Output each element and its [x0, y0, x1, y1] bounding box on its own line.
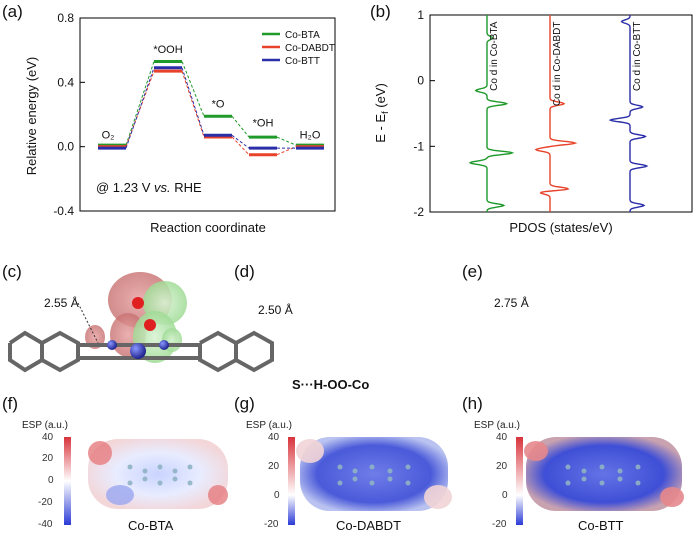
connector-line [125, 61, 155, 146]
pdos-curve [608, 15, 649, 212]
connector-line [231, 134, 250, 149]
y-tick-label: 0.8 [57, 11, 74, 25]
y-tick-label: -0.4 [53, 204, 74, 218]
n-atom [107, 340, 117, 350]
chart-a-xlabel: Reaction coordinate [150, 220, 266, 235]
esp-tick: -20 [264, 519, 279, 530]
legend-label: Co-DABDT [285, 43, 335, 54]
free-energy-chart: 0.8 0.4 0.0 -0.4 O₂ *OOH *O *OH H₂O Co-BTA Co-DA… [24, 11, 336, 235]
hbond-distance-d: 2.50 Å [258, 303, 293, 317]
esp-positive-region [208, 485, 228, 505]
esp-colorbar-h [516, 437, 523, 525]
y-tick-label: 0.4 [57, 75, 74, 89]
connector-line [181, 67, 205, 136]
esp-colorbar-f [64, 437, 71, 525]
esp-tick: 40 [42, 432, 54, 443]
chart-b-ylabel: E - Ef (eV) [373, 83, 390, 143]
esp-atom-dots [127, 464, 641, 486]
n-atom [159, 340, 169, 350]
panel-label-e: (e) [462, 262, 483, 281]
esp-caption-co-dabdt: Co-DABDT [336, 518, 402, 533]
hbond-line [77, 302, 99, 344]
esp-tick: 40 [268, 432, 280, 443]
y-tick-label: -2 [413, 205, 424, 219]
co-atom [130, 343, 146, 359]
panel-label-a: (a) [2, 2, 23, 21]
pdos-chart: 1 0 -1 -2 Co d in Co-BTA Co d in Co-DABDT Co … [373, 8, 693, 235]
panel-label-h: (h) [462, 394, 483, 413]
panel-label-g: (g) [234, 394, 255, 413]
esp-tick: 40 [496, 432, 508, 443]
pdos-series-label: Co d in Co-BTT [632, 22, 643, 91]
legend-label: Co-BTT [285, 56, 320, 67]
connector-line [276, 136, 297, 146]
esp-tick: 20 [42, 453, 54, 464]
y-tick-label: 1 [417, 8, 424, 22]
pdos-series-label: Co d in Co-DABDT [552, 22, 563, 106]
connector-line [181, 70, 205, 138]
chart-b-xlabel: PDOS (states/eV) [509, 220, 612, 235]
step-label: O₂ [102, 130, 115, 142]
chart-b-frame [429, 14, 693, 213]
esp-maps [64, 437, 684, 525]
chart-a-ylabel: Relative energy (eV) [24, 57, 39, 176]
o-atom [132, 297, 144, 309]
step-label: *O [212, 99, 225, 111]
esp-caption-co-bta: Co-BTA [128, 518, 174, 533]
hbond-annotation: S···H-OO-Co [292, 377, 370, 392]
connector-line [125, 67, 155, 149]
hbond-distance-e: 2.75 Å [494, 296, 529, 310]
esp-negative-region [106, 485, 134, 505]
esp-positive-region [424, 485, 452, 509]
esp-tick: -20 [38, 497, 53, 508]
step-label: H₂O [300, 130, 321, 142]
connector-line [231, 136, 250, 156]
esp-title-h: ESP (a.u.) [474, 420, 520, 431]
pdos-curve [534, 15, 578, 212]
y-tick-label: 0 [417, 74, 424, 88]
esp-tick: -20 [492, 519, 507, 530]
esp-positive-region [524, 441, 548, 461]
esp-tick: 0 [274, 490, 280, 501]
esp-title-g: ESP (a.u.) [246, 420, 292, 431]
panel-label-f: (f) [2, 394, 19, 413]
y-tick-label: -1 [413, 139, 424, 153]
panel-label-d: (d) [234, 262, 255, 281]
chart-a-annotation: @ 1.23 V vs. RHE [96, 180, 202, 195]
esp-surface-co-dabdt [300, 437, 448, 511]
esp-positive-region [660, 487, 684, 507]
panel-label-c: (c) [2, 262, 22, 281]
esp-tick: -40 [38, 519, 53, 530]
connector-line [181, 61, 205, 117]
step-label: *OOH [153, 44, 182, 56]
esp-positive-region [296, 439, 324, 463]
panel-label-b: (b) [370, 2, 391, 21]
y-tick-label: 0.0 [57, 140, 74, 154]
esp-title-f: ESP (a.u.) [22, 420, 68, 431]
hbond-distance-c: 2.55 Å [44, 296, 79, 310]
charge-density-figures [8, 272, 274, 373]
o-atom [144, 319, 156, 331]
pdos-curve [468, 15, 515, 212]
connector-line [231, 115, 250, 138]
esp-caption-co-btt: Co-BTT [578, 518, 624, 533]
esp-tick: 20 [496, 461, 508, 472]
step-label: *OH [253, 118, 274, 130]
esp-positive-region [88, 441, 112, 465]
molecule-co-bta [8, 272, 274, 373]
esp-tick: 0 [48, 475, 54, 486]
esp-tick: 20 [268, 461, 280, 472]
esp-tick: 0 [502, 490, 508, 501]
esp-colorbar-g [288, 437, 295, 525]
legend-label: Co-BTA [285, 30, 320, 41]
esp-surface-co-btt [526, 437, 682, 511]
chart-a-frame [79, 17, 336, 212]
pdos-series-label: Co d in Co-BTA [489, 21, 500, 91]
